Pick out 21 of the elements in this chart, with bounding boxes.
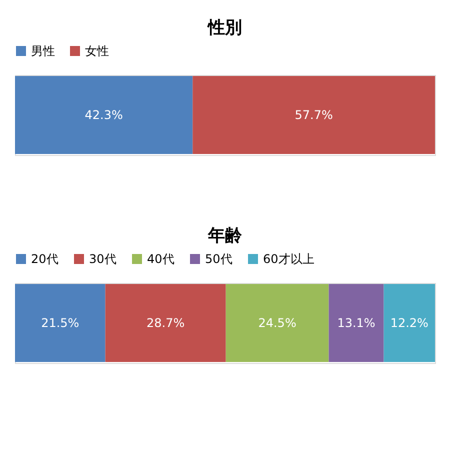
bar	[226, 284, 329, 362]
legend-label: 50代	[205, 252, 232, 266]
chart-title: 性別	[207, 18, 242, 38]
chart-title: 年齢	[207, 226, 243, 246]
data-label: 13.1%	[337, 316, 376, 330]
bar	[328, 284, 384, 362]
legend-label: 男性	[31, 44, 55, 58]
data-label: 24.5%	[258, 316, 296, 330]
legend-label: 20代	[31, 252, 58, 266]
data-label: 57.7%	[294, 108, 333, 122]
data-label: 42.3%	[84, 108, 123, 122]
legend-label: 30代	[89, 252, 116, 266]
data-label: 28.7%	[146, 316, 185, 330]
legend-label: 40代	[147, 252, 174, 266]
bar	[15, 284, 106, 362]
data-label: 21.5%	[41, 316, 80, 330]
bar	[105, 284, 226, 362]
data-label: 12.2%	[390, 316, 428, 330]
bar	[384, 284, 435, 362]
legend-label: 60才以上	[263, 252, 314, 266]
legend-label: 女性	[85, 44, 109, 58]
